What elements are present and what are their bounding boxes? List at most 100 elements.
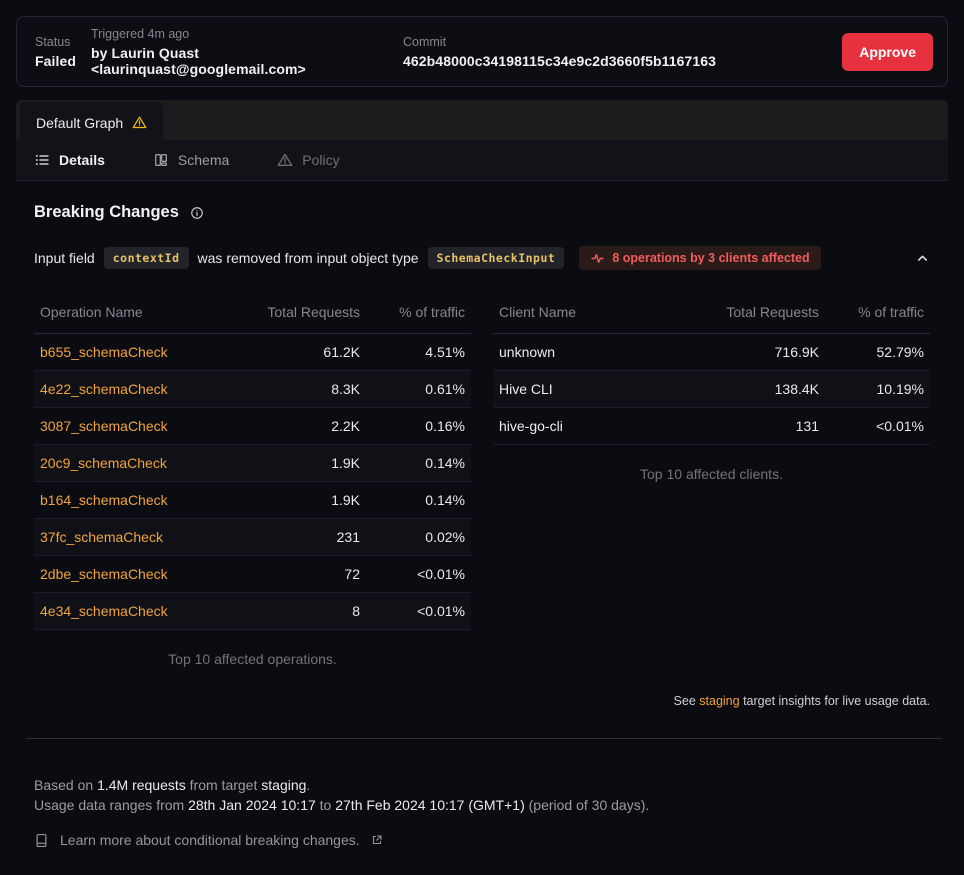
traffic-value: 0.14% [425,492,465,508]
warning-triangle-icon [132,115,147,130]
table-row: 37fc_schemaCheck 231 0.02% [34,519,471,556]
check-status-card: Status Failed Triggered 4m ago by Laurin… [16,16,948,87]
traffic-value: 10.19% [876,381,924,397]
usage-summary: Based on 1.4M requests from target stagi… [34,775,930,815]
requests-value: 716.9K [774,344,819,360]
breaking-changes-title: Breaking Changes [34,203,179,221]
insights-note: See staging target insights for live usa… [34,694,930,708]
field-code-badge: contextId [103,247,189,269]
table-row: b164_schemaCheck 1.9K 0.14% [34,482,471,519]
based-on-line: Based on 1.4M requests from target stagi… [34,775,930,795]
tab-schema[interactable]: Schema [153,152,229,168]
operation-link[interactable]: 4e34_schemaCheck [40,603,168,619]
table-row: 4e34_schemaCheck 8 <0.01% [34,593,471,630]
traffic-value: <0.01% [417,566,465,582]
traffic-value: 0.16% [425,418,465,434]
policy-warning-icon [277,152,293,168]
date-range-line: Usage data ranges from 28th Jan 2024 10:… [34,795,930,815]
col-operation-name: Operation Name [40,304,143,320]
insights-note-suffix: target insights for live usage data. [743,694,930,708]
traffic-value: 0.14% [425,455,465,471]
table-row: 4e22_schemaCheck 8.3K 0.61% [34,371,471,408]
tab-details-label: Details [59,152,105,168]
graph-tab-label: Default Graph [36,114,124,131]
insights-note-prefix: See [673,694,696,708]
learn-more-link[interactable]: Learn more about conditional breaking ch… [34,832,930,848]
traffic-value: 0.61% [425,381,465,397]
list-icon [34,152,50,168]
col-total-requests: Total Requests [726,304,819,320]
change-text-middle: was removed from input object type [197,250,419,266]
approve-button[interactable]: Approve [842,32,933,71]
status-column: Status Failed [35,35,91,69]
table-row: unknown 716.9K 52.79% [493,334,930,371]
pulse-icon [590,252,605,265]
book-icon [34,833,49,848]
commit-label: Commit [403,34,447,49]
graph-tab-strip: Default Graph [16,100,948,143]
staging-target-link[interactable]: staging [699,694,740,708]
client-name: unknown [499,344,556,360]
tab-default-graph[interactable]: Default Graph [20,102,164,143]
status-label: Status [35,34,71,49]
triggered-label: Triggered 4m ago [91,26,190,41]
operation-link[interactable]: b655_schemaCheck [40,344,168,360]
change-text-prefix: Input field [34,250,95,266]
schema-columns-icon [153,152,169,168]
operation-link[interactable]: 20c9_schemaCheck [40,455,167,471]
collapse-chevron[interactable] [915,251,930,266]
tab-details[interactable]: Details [34,152,105,168]
details-content: Breaking Changes Input field contextId w… [16,181,948,848]
operation-link[interactable]: 3087_schemaCheck [40,418,168,434]
requests-value: 1.9K [331,455,360,471]
affected-tables: Operation Name Total Requests % of traff… [34,296,930,667]
tab-policy-label: Policy [302,152,340,168]
operation-link[interactable]: b164_schemaCheck [40,492,168,508]
external-link-icon [371,834,383,846]
breaking-change-accordion[interactable]: Input field contextId was removed from i… [34,246,930,270]
traffic-value: 0.02% [425,529,465,545]
requests-value: 8 [352,603,360,619]
requests-value: 61.2K [323,344,360,360]
triggered-column: Triggered 4m ago by Laurin Quast <laurin… [91,27,403,77]
requests-value: 231 [336,529,360,545]
traffic-value: 4.51% [425,344,465,360]
table-row: Hive CLI 138.4K 10.19% [493,371,930,408]
col-total-requests: Total Requests [267,304,360,320]
info-icon[interactable] [190,206,204,220]
traffic-value: <0.01% [876,418,924,434]
table-row: 3087_schemaCheck 2.2K 0.16% [34,408,471,445]
col-client-name: Client Name [499,304,577,320]
section-divider [26,738,942,739]
client-name: hive-go-cli [499,418,563,434]
from-text: from target [189,777,258,793]
operation-link[interactable]: 37fc_schemaCheck [40,529,163,545]
commit-column: Commit 462b48000c34198115c34e9c2d3660f5b… [403,35,842,69]
range-start: 28th Jan 2024 10:17 [188,797,316,813]
clients-table: Client Name Total Requests % of traffic … [493,296,930,482]
breaking-changes-heading: Breaking Changes [34,203,930,222]
requests-value: 72 [344,566,360,582]
learn-more-label: Learn more about conditional breaking ch… [60,832,360,848]
target-highlight: staging [261,777,307,793]
traffic-value: 52.79% [876,344,924,360]
table-row: b655_schemaCheck 61.2K 4.51% [34,334,471,371]
requests-value: 1.9K [331,492,360,508]
requests-highlight: 1.4M requests [97,777,186,793]
requests-value: 8.3K [331,381,360,397]
based-suffix: . [306,777,311,793]
operation-link[interactable]: 2dbe_schemaCheck [40,566,168,582]
requests-value: 138.4K [774,381,819,397]
tab-policy[interactable]: Policy [277,152,340,168]
operation-link[interactable]: 4e22_schemaCheck [40,381,168,397]
clients-table-caption: Top 10 affected clients. [640,466,783,482]
chevron-up-icon [915,251,930,266]
operations-table-header: Operation Name Total Requests % of traff… [34,296,471,334]
range-end: 27th Feb 2024 10:17 (GMT+1) [335,797,525,813]
traffic-value: <0.01% [417,603,465,619]
operations-table-caption: Top 10 affected operations. [168,651,337,667]
type-code-badge: SchemaCheckInput [427,247,565,269]
requests-value: 2.2K [331,418,360,434]
table-row: hive-go-cli 131 <0.01% [493,408,930,445]
